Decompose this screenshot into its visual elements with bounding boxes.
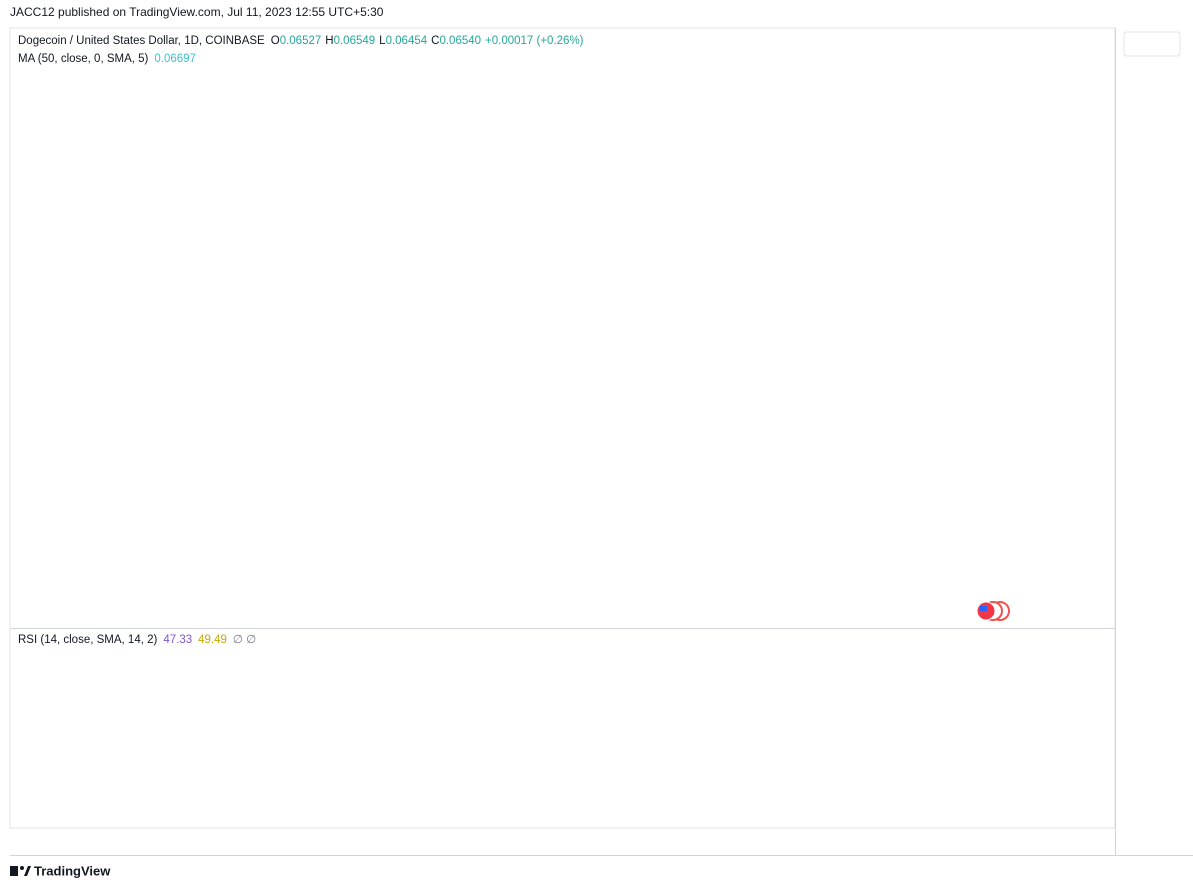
- legend-ma: MA (50, close, 0, SMA, 5) 0.06697: [18, 53, 196, 65]
- caption: JACC12 published on TradingView.com, Jul…: [10, 5, 384, 19]
- legend-c-label: C: [431, 35, 439, 47]
- rsi-extra: ∅ ∅: [233, 634, 256, 646]
- legend-l-value: 0.06454: [386, 35, 428, 47]
- logo-shape: [20, 866, 24, 870]
- logo-shape: [24, 866, 31, 876]
- rsi-ma-value: 49.49: [198, 634, 227, 646]
- ma-name: MA (50, close, 0, SMA, 5): [18, 53, 149, 65]
- footer-logo: [10, 866, 31, 876]
- legend-rsi: RSI (14, close, SMA, 14, 2) 47.33 49.49 ∅ ∅: [18, 634, 256, 646]
- legend-h-label: H: [325, 35, 333, 47]
- flag-canton: [980, 606, 987, 611]
- legend-o-value: 0.06527: [280, 35, 322, 47]
- legend-c-value: 0.06540: [439, 35, 481, 47]
- legend-change: +0.00017 (+0.26%): [485, 35, 584, 47]
- rsi-name: RSI (14, close, SMA, 14, 2): [18, 634, 158, 646]
- rsi-value: 47.33: [163, 634, 192, 646]
- legend-h-value: 0.06549: [334, 35, 376, 47]
- ma-value: 0.06697: [154, 53, 196, 65]
- brand: TradingView: [34, 863, 111, 878]
- scale-button[interactable]: [1123, 31, 1181, 57]
- flag-icon: [976, 601, 1010, 621]
- legend-main: Dogecoin / United States Dollar, 1D, COI…: [18, 35, 584, 47]
- legend-o-label: O: [271, 35, 280, 47]
- legend-title: Dogecoin / United States Dollar, 1D, COI…: [18, 35, 265, 47]
- logo-shape: [10, 866, 18, 876]
- legend-l-label: L: [379, 35, 386, 47]
